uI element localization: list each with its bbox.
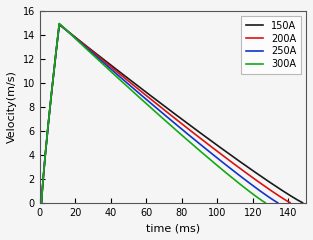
- 300A: [40, 201, 44, 204]
- 150A: [300, 201, 304, 204]
- 300A: [263, 201, 267, 204]
- 250A: [226, 165, 230, 168]
- 300A: [196, 148, 200, 150]
- 200A: [213, 148, 216, 150]
- 200A: [54, 51, 58, 54]
- 150A: [57, 23, 61, 26]
- 150A: [221, 148, 225, 151]
- Line: 300A: 300A: [42, 24, 265, 203]
- 200A: [244, 171, 247, 174]
- Line: 150A: 150A: [42, 25, 302, 203]
- 250A: [166, 116, 170, 119]
- Line: 250A: 250A: [42, 24, 278, 203]
- 300A: [57, 22, 61, 25]
- 150A: [214, 143, 218, 146]
- 150A: [254, 171, 257, 174]
- 200A: [40, 201, 44, 204]
- 300A: [223, 171, 227, 174]
- Line: 200A: 200A: [42, 24, 290, 203]
- 200A: [288, 201, 292, 204]
- X-axis label: time (ms): time (ms): [146, 223, 200, 233]
- 250A: [198, 143, 202, 146]
- 200A: [206, 143, 210, 146]
- 300A: [190, 143, 194, 146]
- 250A: [57, 23, 61, 25]
- 300A: [54, 51, 58, 54]
- 150A: [245, 165, 249, 168]
- 150A: [179, 117, 182, 120]
- 250A: [276, 201, 280, 204]
- 250A: [40, 201, 44, 204]
- Legend: 150A, 200A, 250A, 300A: 150A, 200A, 250A, 300A: [241, 16, 301, 74]
- 250A: [54, 51, 58, 54]
- 200A: [172, 116, 176, 119]
- 150A: [40, 201, 44, 204]
- 200A: [236, 165, 239, 168]
- 300A: [160, 116, 164, 119]
- 250A: [204, 148, 208, 150]
- Y-axis label: Velocity(m/s): Velocity(m/s): [7, 70, 17, 143]
- 200A: [57, 23, 61, 26]
- 150A: [54, 52, 58, 55]
- 250A: [233, 171, 237, 174]
- 300A: [217, 165, 220, 168]
